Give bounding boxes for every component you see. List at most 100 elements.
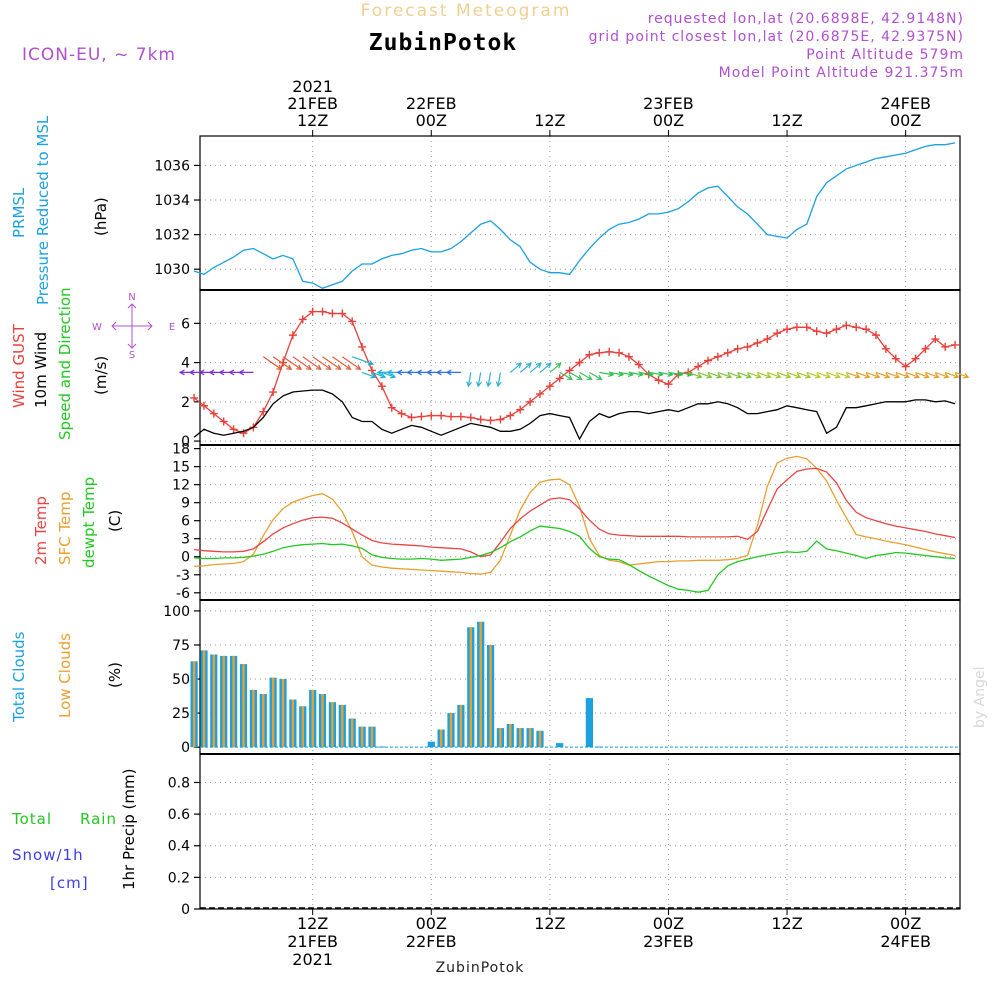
- wind-direction-arrow: [885, 371, 901, 379]
- low-cloud-bar: [222, 655, 225, 748]
- bottom-tick-label: 21FEB: [287, 932, 338, 951]
- gust-marker: [427, 411, 436, 420]
- wind-direction-arrow: [806, 371, 822, 379]
- gust-marker: [703, 356, 712, 365]
- gust-marker: [259, 407, 268, 416]
- low-cloud-bar: [242, 664, 245, 748]
- pressure-panel-labels: PRMSL Pressure Reduced to MSL (hPa): [10, 115, 110, 305]
- gust-marker: [476, 415, 485, 424]
- precip-label-total: Total: [11, 810, 52, 828]
- wind-direction-arrow: [539, 362, 552, 373]
- gust-marker: [516, 405, 525, 414]
- station-name: ZubinPotok: [369, 30, 517, 56]
- precip-ytick-label: 0.6: [168, 807, 190, 823]
- top-tick-label: 12Z: [771, 111, 802, 130]
- low-cloud-bar: [459, 704, 463, 748]
- gust-marker: [941, 342, 950, 351]
- gust-marker: [763, 335, 772, 344]
- compass-south: S: [129, 350, 135, 361]
- wind-direction-arrow: [485, 372, 492, 388]
- temp-label-2: SFC Temp: [56, 492, 74, 565]
- gust-marker: [871, 331, 880, 340]
- gust-marker: [921, 344, 930, 353]
- gust-marker: [624, 352, 633, 361]
- pressure-unit: (hPa): [92, 197, 110, 236]
- precip-ytick-label: 0.4: [168, 839, 190, 855]
- wind-direction-arrow: [707, 371, 723, 379]
- total-cloud-bar: [556, 743, 564, 748]
- gust-marker: [387, 403, 396, 412]
- top-tick-label: 21FEB: [287, 94, 338, 113]
- model-altitude: Model Point Altitude 921.375m: [719, 65, 964, 81]
- gust-marker: [634, 360, 643, 369]
- wind-direction-arrow: [925, 371, 940, 379]
- low-cloud-bar: [281, 679, 285, 748]
- wind-direction-arrow: [262, 356, 283, 371]
- gust-marker: [694, 362, 703, 371]
- gust-marker: [832, 325, 841, 334]
- wind-direction-arrow: [796, 371, 812, 379]
- gust-marker: [822, 329, 831, 338]
- low-cloud-bar: [509, 724, 512, 748]
- wind-direction-arrow: [519, 362, 532, 373]
- plot-layer: 10301032103410360246-6-30369121518025507…: [154, 77, 970, 969]
- gust-marker: [565, 366, 574, 375]
- wind-ytick-label: 4: [181, 356, 190, 372]
- clouds-panel-labels: Total Clouds Low Clouds (%): [10, 631, 124, 723]
- wind-speed-line: [193, 389, 956, 441]
- wind-direction-arrow: [529, 362, 542, 373]
- total-cloud-bar: [585, 698, 593, 748]
- compass-west: W: [92, 322, 102, 333]
- gust-marker: [466, 413, 475, 422]
- gust-marker: [190, 393, 199, 402]
- wind-direction-arrow: [579, 371, 593, 381]
- gust-marker: [447, 412, 456, 421]
- gust-marker: [802, 323, 811, 332]
- gust-marker: [318, 307, 327, 316]
- gust-marker: [743, 342, 752, 351]
- wind-direction-arrow: [826, 371, 841, 379]
- gust-marker: [358, 342, 367, 351]
- model-label: ICON-EU, ~ 7km: [22, 45, 176, 65]
- gust-marker: [605, 347, 614, 356]
- wind-direction-arrow: [589, 371, 603, 381]
- bottom-tick-label: 2021: [292, 950, 333, 969]
- total-cloud-bar: [427, 741, 435, 748]
- gust-marker: [615, 348, 624, 357]
- low-cloud-bar: [202, 650, 206, 748]
- gust-marker: [575, 358, 584, 367]
- gust-marker: [219, 417, 228, 426]
- wind-direction-arrow: [361, 371, 377, 379]
- gust-marker: [931, 335, 940, 344]
- gust-marker: [911, 354, 920, 363]
- clouds-ytick-label: 100: [163, 604, 190, 620]
- wind-direction-arrow: [282, 356, 303, 371]
- pressure-frame: [199, 135, 961, 291]
- gust-marker: [723, 348, 732, 357]
- compass-arrows-icon: [111, 303, 153, 349]
- gust-marker: [338, 309, 347, 318]
- wind-direction-arrow: [381, 371, 397, 379]
- wind-label-1: Wind GUST: [10, 323, 28, 408]
- low-cloud-bar: [252, 689, 255, 748]
- gust-marker: [308, 307, 317, 316]
- temp-ytick-label: -3: [176, 568, 190, 584]
- wind-direction-arrow: [569, 371, 583, 381]
- point-altitude: Point Altitude 579m: [806, 47, 964, 63]
- chart-title: Forecast Meteogram: [361, 1, 572, 21]
- temp-label-3: dewpt Temp: [80, 477, 98, 568]
- total-cloud-bar: [595, 746, 603, 748]
- wind-direction-arrow: [687, 371, 703, 379]
- gust-marker: [812, 327, 821, 336]
- gust-marker: [881, 344, 890, 353]
- temp-ytick-label: 18: [172, 442, 190, 458]
- low-cloud-bar: [439, 729, 443, 748]
- low-cloud-bar: [351, 718, 354, 748]
- wind-direction-arrow: [495, 372, 502, 388]
- gust-marker: [279, 358, 288, 367]
- wind-direction-arrow: [935, 371, 950, 379]
- gust-marker: [407, 413, 416, 422]
- temp-ytick-label: -6: [176, 586, 190, 602]
- low-cloud-bar: [489, 645, 492, 748]
